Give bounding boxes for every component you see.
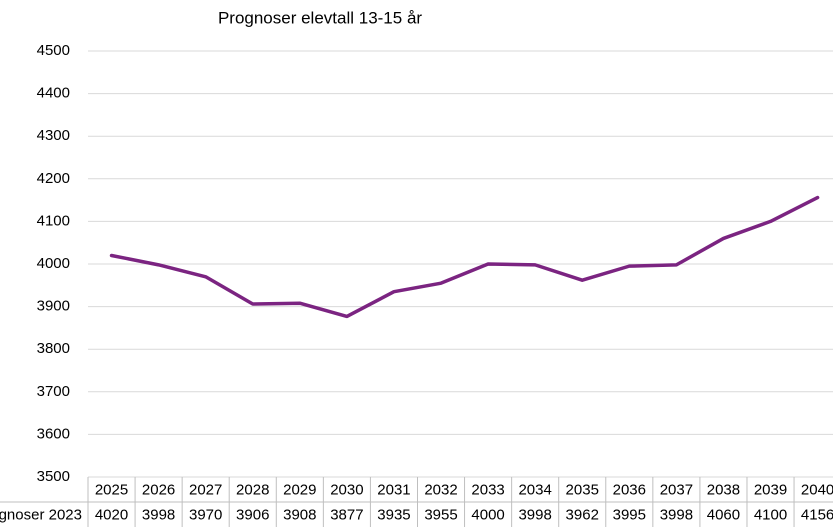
table-value: 3962 — [566, 506, 599, 523]
table-value: 3877 — [330, 506, 363, 523]
y-tick-label: 4200 — [37, 170, 70, 187]
x-tick-label: 2036 — [613, 481, 646, 498]
table-value: 3970 — [189, 506, 222, 523]
x-tick-label: 2040 — [801, 481, 833, 498]
chart-title: Prognoser elevtall 13-15 år — [218, 8, 422, 27]
x-tick-label: 2032 — [424, 481, 457, 498]
x-tick-label: 2025 — [95, 481, 128, 498]
y-tick-label: 4000 — [37, 255, 70, 272]
table-value: 4060 — [707, 506, 740, 523]
y-tick-label: 3800 — [37, 340, 70, 357]
table-value: 3955 — [424, 506, 457, 523]
table-value: 4100 — [754, 506, 787, 523]
table-value: 4000 — [471, 506, 504, 523]
y-tick-label: 4500 — [37, 42, 70, 59]
x-tick-label: 2027 — [189, 481, 222, 498]
x-tick-label: 2029 — [283, 481, 316, 498]
table-value: 3906 — [236, 506, 269, 523]
x-tick-label: 2031 — [377, 481, 410, 498]
x-tick-label: 2037 — [660, 481, 693, 498]
x-tick-label: 2030 — [330, 481, 363, 498]
y-tick-label: 3700 — [37, 383, 70, 400]
table-value: 3998 — [660, 506, 693, 523]
table-value: 4156 — [801, 506, 833, 523]
x-tick-label: 2039 — [754, 481, 787, 498]
table-value: 4020 — [95, 506, 128, 523]
x-tick-label: 2035 — [566, 481, 599, 498]
y-tick-label: 4100 — [37, 212, 70, 229]
table-value: 3935 — [377, 506, 410, 523]
x-tick-label: 2026 — [142, 481, 175, 498]
table-value: 3995 — [613, 506, 646, 523]
y-tick-label: 3500 — [37, 468, 70, 485]
x-tick-label: 2028 — [236, 481, 269, 498]
x-tick-label: 2033 — [471, 481, 504, 498]
y-tick-label: 4300 — [37, 127, 70, 144]
table-value: 3908 — [283, 506, 316, 523]
y-tick-label: 4400 — [37, 85, 70, 102]
table-value: 3998 — [518, 506, 551, 523]
line-series — [109, 195, 820, 319]
table-value: 3998 — [142, 506, 175, 523]
legend-label: Prognoser 2023 — [0, 506, 82, 523]
x-tick-label: 2038 — [707, 481, 740, 498]
y-tick-label: 3600 — [37, 425, 70, 442]
x-tick-label: 2034 — [518, 481, 551, 498]
y-tick-label: 3900 — [37, 298, 70, 315]
